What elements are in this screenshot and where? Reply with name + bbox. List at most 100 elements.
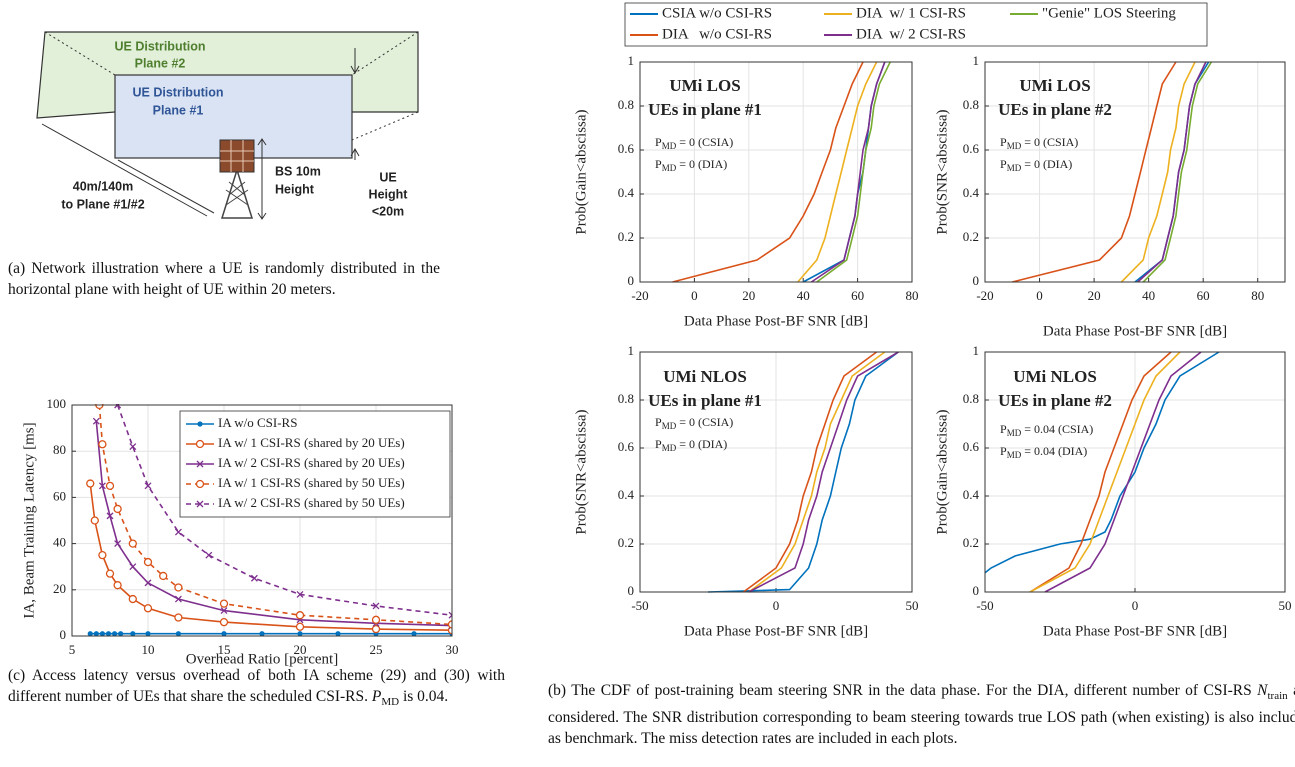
note-text: = 0.04 (DIA): [1021, 444, 1087, 458]
annotation-note: PMD = 0.04 (CSIA): [1000, 422, 1093, 438]
series-group: [86, 404, 452, 637]
x-tick-label: 80: [906, 288, 919, 303]
annotation-note: PMD = 0 (CSIA): [655, 415, 733, 431]
x-tick-label: 60: [851, 288, 864, 303]
note-text: = 0 (DIA): [676, 437, 727, 451]
marker: [105, 631, 112, 637]
y-tick-label: 0: [60, 627, 67, 642]
y-tick-label: 0.4: [618, 185, 635, 200]
x-tick-label: 40: [1142, 288, 1155, 303]
series-line: [816, 61, 891, 283]
note-symbol: P: [655, 135, 662, 149]
y-tick-label: 0: [628, 273, 635, 288]
legend-label: IA w/ 1 CSI-RS (shared by 20 UEs): [218, 435, 405, 450]
series-line: [672, 61, 864, 283]
caption-subscript: train: [1267, 690, 1288, 703]
annotation-note: PMD = 0 (CSIA): [655, 135, 733, 151]
shared-legend: CSIA w/o CSI-RS DIA w/o CSI-RS DIA w/ 1 CS…: [624, 2, 1208, 47]
annotation-title: UEs in plane #2: [998, 391, 1112, 410]
series-line: [1012, 61, 1177, 283]
marker: [106, 512, 114, 520]
legend-box: [624, 2, 1208, 47]
x-tick-label: 0: [1132, 598, 1139, 613]
plane-2-label: Plane #2: [135, 56, 186, 70]
x-axis-label: Data Phase Post-BF SNR [dB]: [1043, 623, 1227, 639]
y-tick-label: 0.4: [963, 185, 980, 200]
marker: [295, 622, 305, 631]
bs-panel-grid: [220, 140, 254, 172]
series-line: [707, 351, 899, 593]
series-line: [1044, 351, 1202, 593]
series-group: [672, 61, 891, 283]
note-subscript: MD: [662, 163, 677, 173]
note-text: = 0 (DIA): [1021, 157, 1072, 171]
marker: [371, 624, 381, 634]
y-tick-label: 0: [973, 273, 980, 288]
marker: [411, 631, 417, 637]
marker: [174, 613, 183, 622]
x-axis-label: Data Phase Post-BF SNR [dB]: [684, 623, 868, 639]
marker: [144, 482, 152, 490]
series-line: [1029, 351, 1172, 593]
series-group: [1012, 61, 1213, 283]
network-diagram: UE Distribution Plane #2 UE Distribution…: [36, 31, 419, 220]
marker: [447, 620, 452, 629]
y-tick-label: 0: [628, 583, 635, 598]
y-tick-label: 20: [53, 581, 66, 596]
marker: [98, 551, 107, 560]
series-line: [748, 351, 886, 593]
note-text: = 0 (CSIA): [676, 135, 733, 149]
marker: [90, 516, 99, 525]
marker: [113, 504, 122, 514]
marker: [99, 631, 105, 637]
bs-label: BS 10m: [275, 164, 321, 178]
series-line: [742, 351, 878, 593]
annotation-title: UMi LOS: [1019, 76, 1090, 95]
x-axis-label: Data Phase Post-BF SNR [dB]: [1043, 323, 1227, 339]
marker: [144, 579, 152, 587]
axes-box: [639, 351, 913, 593]
chart: 5 10 15 20 25 30 0 20 40 60 80 100 Overhead Ratio [p…: [21, 396, 458, 667]
y-tick-label: 0.8: [618, 97, 634, 112]
caption-text: (c) Access latency versus overhead of bo…: [8, 667, 505, 705]
y-tick-label: 0.2: [963, 229, 979, 244]
marker: [220, 607, 228, 615]
x-tick-label: -50: [976, 598, 993, 613]
caption-c: (c) Access latency versus overhead of bo…: [8, 665, 505, 713]
marker: [174, 595, 182, 603]
ue-height-label: <20m: [372, 204, 404, 218]
marker: [93, 631, 99, 637]
axes-box: [984, 61, 1286, 283]
x-tick-label: 5: [69, 642, 76, 657]
legend-label: DIA w/ 1 CSI-RS: [856, 5, 966, 21]
note-subscript: MD: [1007, 163, 1022, 173]
marker: [118, 631, 124, 637]
y-tick-label: 0.8: [618, 391, 634, 406]
y-tick-label: 1: [973, 343, 980, 358]
y-tick-label: 1: [628, 343, 635, 358]
x-axis-label: Overhead Ratio [percent]: [186, 651, 338, 667]
marker: [105, 481, 115, 491]
marker: [175, 631, 181, 637]
marker: [130, 631, 136, 637]
marker: [143, 604, 153, 613]
note-text: = 0 (DIA): [676, 157, 727, 171]
legend-box: [179, 410, 451, 518]
y-tick-label: 0.6: [618, 141, 635, 156]
y-tick-label: 100: [47, 396, 67, 411]
marker: [128, 594, 137, 604]
series-line: [797, 61, 878, 283]
series-line: [1120, 61, 1196, 283]
marker: [98, 440, 107, 449]
note-subscript: MD: [662, 421, 677, 431]
y-tick-label: 0.8: [963, 97, 979, 112]
caption-symbol: P: [371, 688, 382, 705]
plane-1-label: UE Distribution: [133, 85, 224, 99]
annotation-note: PMD = 0 (DIA): [655, 157, 727, 173]
x-axis-label: Data Phase Post-BF SNR [dB]: [684, 313, 868, 329]
caption-symbol: N: [1257, 682, 1268, 699]
